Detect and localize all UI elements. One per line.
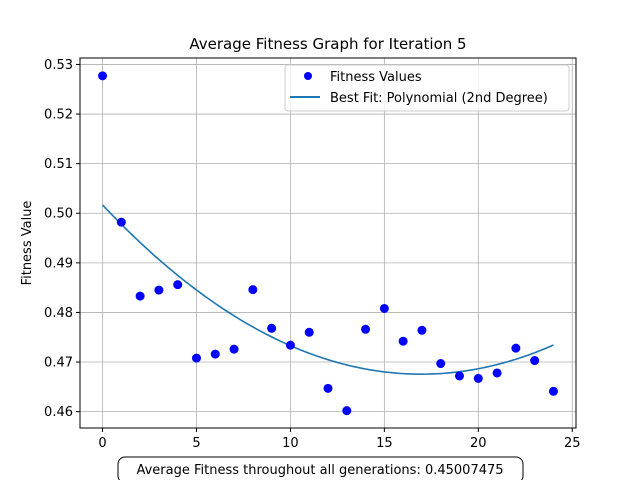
legend-frame xyxy=(284,64,570,112)
legend: Fitness Values Best Fit: Polynomial (2nd… xyxy=(284,64,570,112)
fitness-point xyxy=(530,356,540,366)
y-axis-title: Fitness Value xyxy=(20,201,35,286)
summary-annotation-box xyxy=(117,456,524,480)
y-tick-label: 0.46 xyxy=(44,405,73,420)
fitness-point xyxy=(473,373,483,383)
y-tick-label: 0.48 xyxy=(44,306,73,321)
fitness-point xyxy=(229,344,239,354)
fitness-point xyxy=(173,280,183,290)
fitness-point xyxy=(436,359,446,369)
plot-area-frame xyxy=(79,57,577,429)
fitness-point xyxy=(191,353,201,363)
legend-label-best-fit: Best Fit: Polynomial (2nd Degree) xyxy=(330,91,548,106)
fitness-point xyxy=(135,291,145,301)
x-tick-label: 10 xyxy=(282,436,299,451)
grid-layer xyxy=(80,58,576,428)
fitness-point xyxy=(548,386,558,396)
fitness-point xyxy=(154,285,164,295)
fitness-point xyxy=(511,343,521,353)
x-tick-label: 25 xyxy=(564,436,581,451)
fitness-point xyxy=(98,71,108,81)
summary-annotation-text: Average Fitness throughout all generatio… xyxy=(136,463,503,478)
chart-title: Average Fitness Graph for Iteration 5 xyxy=(189,35,466,53)
fitness-point xyxy=(248,285,258,295)
y-tick-label: 0.49 xyxy=(44,256,73,271)
summary-annotation: Average Fitness throughout all generatio… xyxy=(117,456,524,480)
best-fit-curve xyxy=(101,204,554,375)
fitness-point xyxy=(267,323,277,333)
x-tick-label: 20 xyxy=(470,436,487,451)
fitness-point xyxy=(342,406,352,416)
fitness-point xyxy=(379,303,389,313)
legend-label-fitness-values: Fitness Values xyxy=(330,70,422,85)
fitness-point xyxy=(116,217,126,227)
fitness-point xyxy=(210,349,220,359)
fitness-point xyxy=(323,383,333,393)
fitness-point xyxy=(417,325,427,335)
y-axis: 0.46 0.47 0.48 0.49 0.50 0.51 0.52 0.53 xyxy=(44,58,80,420)
x-axis: 0 5 10 15 20 25 xyxy=(98,428,581,451)
y-tick-label: 0.47 xyxy=(44,356,73,371)
fitness-point xyxy=(304,327,314,337)
x-tick-label: 0 xyxy=(98,436,106,451)
fitness-point xyxy=(455,371,465,381)
y-tick-label: 0.51 xyxy=(44,157,73,172)
fitness-point xyxy=(398,336,408,346)
y-tick-label: 0.53 xyxy=(44,58,73,73)
x-tick-label: 15 xyxy=(376,436,393,451)
legend-marker-fitness-values xyxy=(304,72,312,80)
y-tick-label: 0.50 xyxy=(44,207,73,222)
points-layer xyxy=(98,71,558,416)
fitness-point xyxy=(492,368,502,378)
y-tick-label: 0.52 xyxy=(44,108,73,123)
x-tick-label: 5 xyxy=(192,436,200,451)
fitness-point xyxy=(361,324,371,334)
fitness-point xyxy=(285,340,295,350)
fit-layer xyxy=(101,204,554,375)
